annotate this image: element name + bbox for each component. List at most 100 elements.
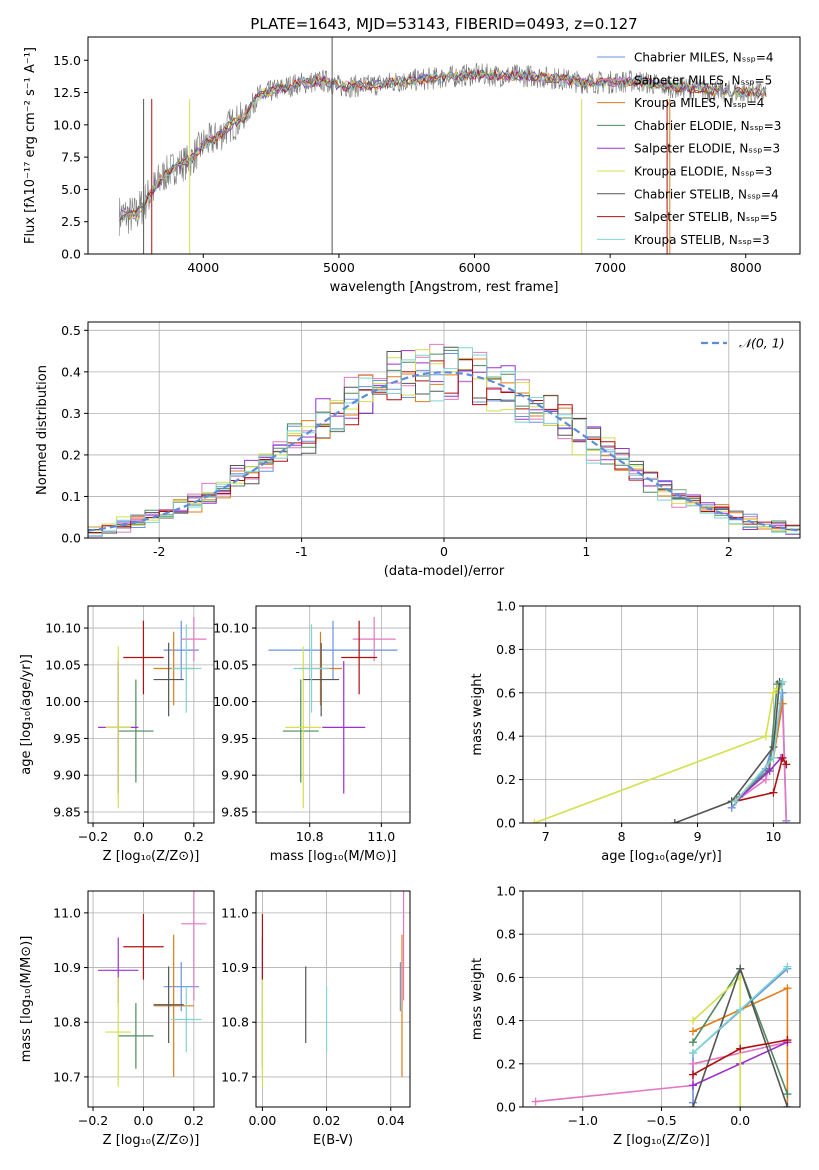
- y-tick-label: 0.1: [61, 489, 81, 504]
- axes-frame: [87, 605, 215, 824]
- weight-marker: [783, 1103, 792, 1107]
- x-axis-label: E(B-V): [313, 1133, 353, 1148]
- y-tick-label: 10.10: [45, 621, 81, 636]
- y-tick-label: 10.7: [53, 1069, 81, 1084]
- weight-marker: [765, 766, 774, 775]
- axes-frame: [522, 605, 801, 824]
- weight_vs_z-axes: [519, 890, 801, 1111]
- weight-marker: [688, 1016, 697, 1025]
- y-tick-label: 1.0: [496, 599, 516, 614]
- axes-frame: [87, 36, 801, 255]
- x-tick-label: 8000: [730, 260, 762, 275]
- y-tick-label: 7.5: [61, 150, 81, 165]
- weight-marker: [783, 1036, 792, 1045]
- x-tick-label: 0.0: [133, 829, 153, 844]
- y-tick-label: 0.4: [496, 1013, 516, 1028]
- chart-title: PLATE=1643, MJD=53143, FIBERID=0493, z=0…: [250, 15, 637, 33]
- weight-line: [735, 755, 787, 803]
- y-tick-label: 10.05: [213, 657, 249, 672]
- y-tick-label: 10.00: [45, 694, 81, 709]
- y-tick-label: 15.0: [53, 53, 81, 68]
- x-tick-label: 0.0: [133, 1113, 153, 1128]
- mass_vs_z-plot: [98, 891, 207, 1087]
- y-tick-label: 9.90: [221, 768, 249, 783]
- weight-marker: [531, 1097, 540, 1106]
- y-tick-label: 9.85: [221, 804, 249, 819]
- weight_vs_z-plot: [531, 962, 792, 1107]
- y-tick-label: 1.0: [496, 884, 516, 899]
- y-tick-label: 0.4: [496, 729, 516, 744]
- weight-marker: [778, 688, 787, 697]
- weight_vs_age-plot: [530, 677, 791, 823]
- x-tick-label: −0.5: [646, 1113, 676, 1128]
- weight-marker: [688, 1059, 697, 1068]
- x-tick-label: 10: [765, 829, 781, 844]
- x-tick-label: 0.02: [313, 1113, 341, 1128]
- y-tick-label: 0.4: [61, 364, 81, 379]
- weight_vs_age-axes: [519, 605, 801, 827]
- age_vs_z-plot: [98, 617, 207, 809]
- y-tick-label: 10.10: [213, 621, 249, 636]
- x-tick-label: -1: [295, 544, 307, 559]
- weight-marker: [773, 684, 782, 693]
- legend-label: Chabrier STELIB, Nₛₛₚ=4: [634, 187, 779, 201]
- y-axis-label: Normed distribution: [35, 365, 50, 495]
- y-tick-label: 0.0: [496, 1100, 516, 1115]
- weight-marker: [688, 1027, 697, 1036]
- y-tick-label: 0.5: [61, 323, 81, 338]
- y-tick-label: 0.8: [496, 927, 516, 942]
- x-tick-label: 2: [725, 544, 733, 559]
- y-axis-label: mass weight: [470, 958, 485, 1040]
- weight-marker: [736, 964, 745, 973]
- x-tick-label: 11.0: [367, 829, 395, 844]
- x-tick-label: 0.04: [377, 1113, 405, 1128]
- x-tick-label: −0.2: [78, 1113, 108, 1128]
- y-tick-label: 0.3: [61, 406, 81, 421]
- y-tick-label: 10.9: [221, 960, 249, 975]
- y-tick-label: 10.8: [221, 1015, 249, 1030]
- weight-marker: [783, 962, 792, 971]
- y-tick-label: 10.05: [45, 657, 81, 672]
- x-tick-label: 7000: [594, 260, 626, 275]
- y-tick-label: 10.0: [53, 117, 81, 132]
- y-axis-label: Flux [fλ10⁻¹⁷ erg cm⁻² s⁻¹ A⁻¹]: [23, 47, 38, 244]
- weight-marker: [769, 743, 778, 752]
- legend-label: Kroupa ELODIE, Nₛₛₚ=3: [634, 165, 772, 179]
- weight-marker: [688, 1070, 697, 1079]
- x-axis-label: Z [log₁₀(Z/Z⊙)]: [613, 1133, 710, 1148]
- weight-line: [534, 687, 778, 823]
- y-tick-label: 10.8: [53, 1015, 81, 1030]
- weight-marker: [736, 1044, 745, 1053]
- y-tick-label: 0.0: [61, 531, 81, 546]
- model-spectrum-line: [118, 69, 767, 221]
- x-tick-label: 0.2: [184, 829, 204, 844]
- weight-marker: [736, 1005, 745, 1014]
- y-tick-label: 0.2: [61, 447, 81, 462]
- y-tick-label: 11.0: [221, 905, 249, 920]
- weight-marker: [688, 1081, 697, 1090]
- weight-marker: [778, 753, 787, 762]
- weight-marker: [736, 1103, 745, 1107]
- weight-marker: [530, 819, 539, 823]
- histogram-kroupa_stelib: [88, 347, 800, 536]
- weight-marker: [761, 732, 770, 741]
- y-tick-label: 9.85: [53, 804, 81, 819]
- x-tick-label: -2: [153, 544, 165, 559]
- x-axis-label: Z [log₁₀(Z/Z⊙)]: [103, 1133, 200, 1148]
- axes-frame: [255, 890, 411, 1108]
- legend-label: Salpeter ELODIE, Nₛₛₚ=3: [634, 142, 780, 156]
- y-tick-label: 0.6: [496, 685, 516, 700]
- y-tick-label: 0.8: [496, 642, 516, 657]
- spectrum-axes: [84, 36, 801, 258]
- x-axis-label: (data-model)/error: [384, 564, 505, 579]
- x-axis-label: mass [log₁₀(M/M⊙)]: [270, 849, 397, 864]
- spectrum-plot: [118, 37, 767, 254]
- x-tick-label: 10.8: [296, 829, 324, 844]
- y-tick-label: 0.6: [496, 970, 516, 985]
- y-tick-label: 9.90: [53, 768, 81, 783]
- x-tick-label: 0.2: [184, 1113, 204, 1128]
- axes-frame: [255, 605, 411, 824]
- y-tick-label: 10.9: [53, 960, 81, 975]
- age_vs_z-axes: [84, 605, 215, 827]
- mass_vs_z-axes: [84, 890, 215, 1111]
